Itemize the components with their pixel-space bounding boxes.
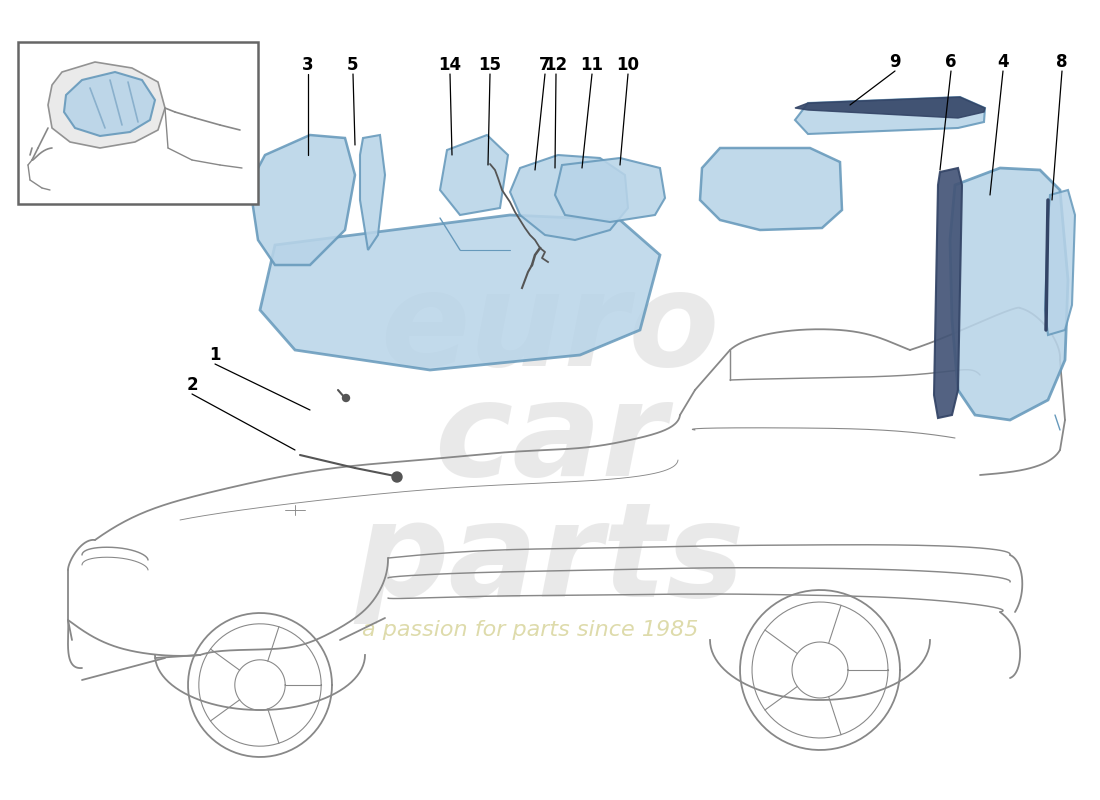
Circle shape [392, 472, 402, 482]
Text: 15: 15 [478, 56, 502, 74]
Polygon shape [795, 97, 984, 134]
Text: 12: 12 [544, 56, 568, 74]
Text: euro: euro [381, 266, 719, 394]
Polygon shape [260, 215, 660, 370]
Polygon shape [934, 168, 962, 418]
Text: 10: 10 [616, 56, 639, 74]
Text: 6: 6 [945, 53, 957, 71]
Polygon shape [1045, 190, 1075, 335]
Text: 4: 4 [998, 53, 1009, 71]
Text: 5: 5 [348, 56, 359, 74]
Text: 11: 11 [581, 56, 604, 74]
Polygon shape [252, 135, 355, 265]
Polygon shape [556, 158, 666, 222]
Polygon shape [950, 168, 1068, 420]
Text: 14: 14 [439, 56, 462, 74]
Polygon shape [795, 97, 984, 118]
Text: 13: 13 [166, 43, 189, 61]
Polygon shape [48, 62, 165, 148]
Text: car: car [433, 377, 667, 503]
Polygon shape [700, 148, 842, 230]
Polygon shape [360, 135, 385, 250]
Polygon shape [64, 72, 155, 136]
Text: 3: 3 [302, 56, 313, 74]
Text: 2: 2 [186, 376, 198, 394]
Circle shape [342, 394, 350, 402]
Text: 7: 7 [539, 56, 551, 74]
Text: 8: 8 [1056, 53, 1068, 71]
Polygon shape [510, 155, 628, 240]
Text: 1: 1 [209, 346, 221, 364]
Text: 9: 9 [889, 53, 901, 71]
Polygon shape [440, 135, 508, 215]
Text: a passion for parts since 1985: a passion for parts since 1985 [362, 620, 698, 640]
Bar [18, 42, 258, 204]
Text: parts: parts [354, 497, 746, 623]
